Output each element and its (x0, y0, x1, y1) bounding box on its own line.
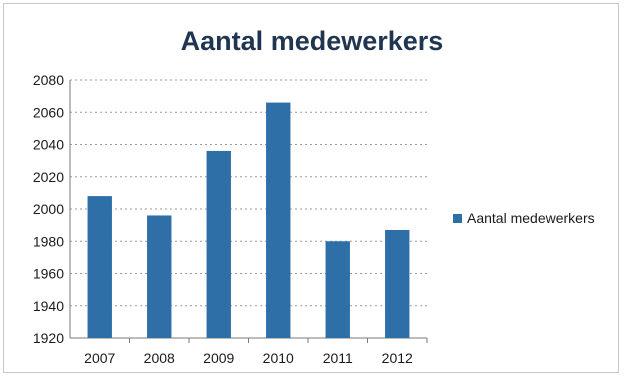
bar (385, 229, 410, 338)
y-tick-label: 2020 (33, 169, 64, 185)
y-tick-label: 1920 (33, 330, 64, 346)
bar (206, 150, 231, 338)
x-tick-label: 2012 (382, 350, 413, 366)
bar (87, 196, 112, 338)
x-tick-label: 2007 (84, 350, 115, 366)
x-tick-label: 2011 (323, 350, 353, 366)
y-tick-label: 1960 (33, 266, 64, 282)
y-tick-label: 2080 (33, 72, 64, 88)
bar (147, 215, 172, 338)
y-tick-label: 2060 (33, 104, 64, 120)
legend-label: Aantal medewerkers (467, 210, 595, 226)
legend-swatch (453, 213, 462, 223)
y-tick-label: 1980 (33, 233, 64, 249)
bar (325, 241, 350, 338)
y-tick-label: 2000 (33, 201, 64, 217)
legend: Aantal medewerkers (453, 210, 595, 226)
x-tick-label: 2010 (263, 350, 294, 366)
y-tick-label: 1940 (33, 298, 64, 314)
bar (266, 102, 291, 338)
chart-title: Aantal medewerkers (180, 26, 444, 56)
x-tick-label: 2008 (144, 350, 175, 366)
x-tick-label: 2009 (203, 350, 234, 366)
y-tick-label: 2040 (33, 137, 64, 153)
